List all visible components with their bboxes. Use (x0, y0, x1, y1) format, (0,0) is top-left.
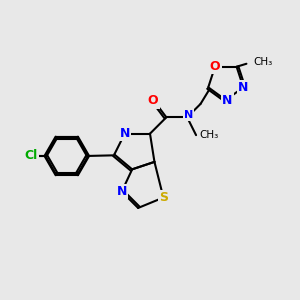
Text: CH₃: CH₃ (253, 57, 272, 67)
Text: N: N (222, 94, 232, 106)
Text: N: N (184, 110, 193, 120)
Text: O: O (210, 60, 220, 73)
Text: O: O (148, 94, 158, 107)
Text: N: N (119, 127, 130, 140)
Text: Cl: Cl (25, 149, 38, 162)
Text: N: N (238, 81, 248, 94)
Text: CH₃: CH₃ (200, 130, 219, 140)
Text: S: S (159, 191, 168, 204)
Text: Cl: Cl (23, 149, 36, 162)
Text: N: N (117, 185, 127, 198)
